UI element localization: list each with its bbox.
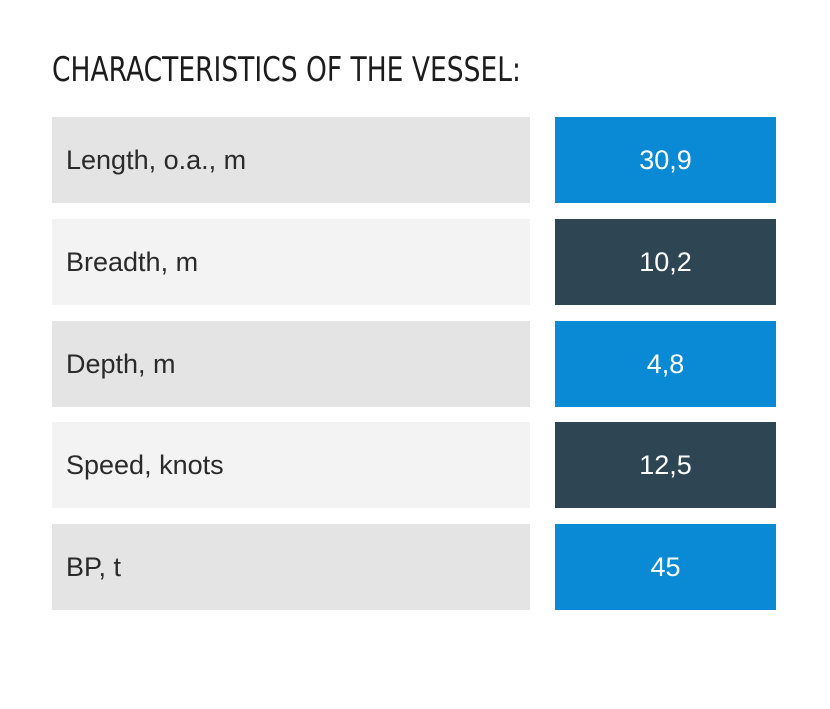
table-row: Speed, knots 12,5	[52, 422, 776, 508]
row-value: 10,2	[555, 219, 776, 305]
table-row: Depth, m 4,8	[52, 321, 776, 407]
row-value: 45	[555, 524, 776, 610]
row-label: Breadth, m	[52, 219, 530, 305]
page-title: CHARACTERISTICS OF THE VESSEL:	[52, 50, 521, 90]
table-row: Length, o.a., m 30,9	[52, 117, 776, 203]
table-row: Breadth, m 10,2	[52, 219, 776, 305]
row-label: BP, t	[52, 524, 530, 610]
row-label: Length, o.a., m	[52, 117, 530, 203]
row-label: Speed, knots	[52, 422, 530, 508]
row-label: Depth, m	[52, 321, 530, 407]
row-value: 4,8	[555, 321, 776, 407]
table-row: BP, t 45	[52, 524, 776, 610]
row-value: 30,9	[555, 117, 776, 203]
row-value: 12,5	[555, 422, 776, 508]
